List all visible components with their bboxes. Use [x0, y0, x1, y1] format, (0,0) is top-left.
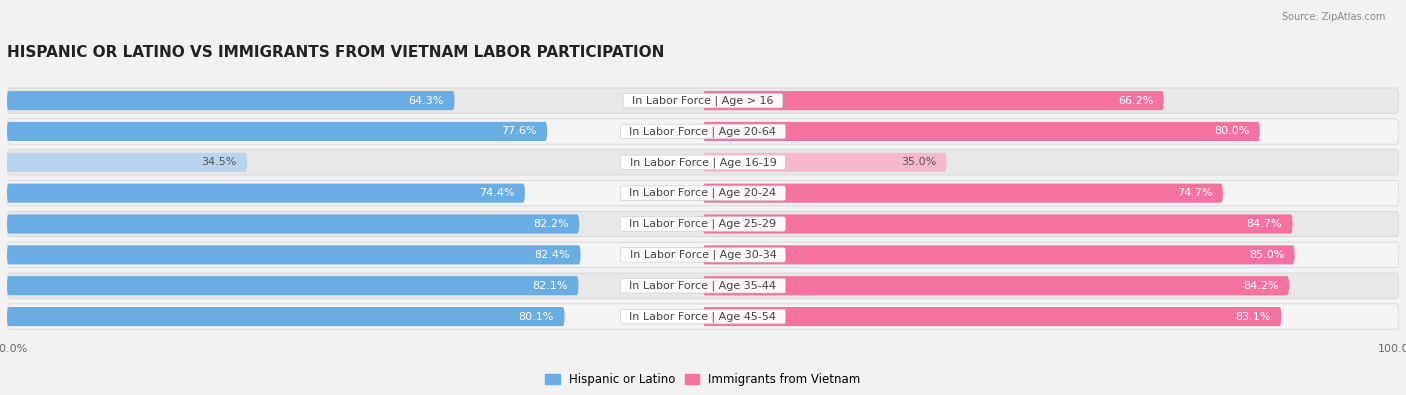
Text: 74.7%: 74.7%	[1177, 188, 1212, 198]
Text: 77.6%: 77.6%	[501, 126, 537, 136]
Text: In Labor Force | Age 30-34: In Labor Force | Age 30-34	[623, 250, 783, 260]
Text: 84.7%: 84.7%	[1247, 219, 1282, 229]
Text: HISPANIC OR LATINO VS IMMIGRANTS FROM VIETNAM LABOR PARTICIPATION: HISPANIC OR LATINO VS IMMIGRANTS FROM VI…	[7, 45, 665, 60]
FancyBboxPatch shape	[7, 181, 1399, 206]
Text: 64.3%: 64.3%	[409, 96, 444, 105]
Text: In Labor Force | Age 25-29: In Labor Force | Age 25-29	[623, 219, 783, 229]
Text: In Labor Force | Age 20-64: In Labor Force | Age 20-64	[623, 126, 783, 137]
FancyBboxPatch shape	[7, 119, 1399, 144]
FancyBboxPatch shape	[7, 91, 454, 110]
FancyBboxPatch shape	[7, 273, 1399, 298]
FancyBboxPatch shape	[703, 184, 1223, 203]
FancyBboxPatch shape	[703, 307, 1281, 326]
Legend: Hispanic or Latino, Immigrants from Vietnam: Hispanic or Latino, Immigrants from Viet…	[541, 369, 865, 391]
Text: 83.1%: 83.1%	[1236, 312, 1271, 322]
Text: 82.2%: 82.2%	[533, 219, 568, 229]
Text: 82.1%: 82.1%	[533, 281, 568, 291]
FancyBboxPatch shape	[7, 150, 1399, 175]
FancyBboxPatch shape	[703, 122, 1260, 141]
FancyBboxPatch shape	[7, 88, 1399, 113]
FancyBboxPatch shape	[7, 307, 564, 326]
FancyBboxPatch shape	[7, 153, 247, 172]
Text: 66.2%: 66.2%	[1118, 96, 1153, 105]
FancyBboxPatch shape	[7, 245, 581, 264]
Text: 80.1%: 80.1%	[519, 312, 554, 322]
FancyBboxPatch shape	[703, 214, 1292, 233]
Text: 74.4%: 74.4%	[479, 188, 515, 198]
FancyBboxPatch shape	[7, 122, 547, 141]
Text: 34.5%: 34.5%	[201, 157, 236, 167]
FancyBboxPatch shape	[703, 91, 1164, 110]
Text: 82.4%: 82.4%	[534, 250, 569, 260]
Text: Source: ZipAtlas.com: Source: ZipAtlas.com	[1281, 12, 1385, 22]
Text: 84.2%: 84.2%	[1243, 281, 1278, 291]
FancyBboxPatch shape	[7, 184, 524, 203]
Text: In Labor Force | Age > 16: In Labor Force | Age > 16	[626, 95, 780, 106]
FancyBboxPatch shape	[703, 276, 1289, 295]
FancyBboxPatch shape	[703, 245, 1295, 264]
FancyBboxPatch shape	[7, 242, 1399, 267]
Text: In Labor Force | Age 20-24: In Labor Force | Age 20-24	[623, 188, 783, 198]
Text: 85.0%: 85.0%	[1249, 250, 1284, 260]
FancyBboxPatch shape	[7, 304, 1399, 329]
Text: 35.0%: 35.0%	[901, 157, 936, 167]
Text: In Labor Force | Age 16-19: In Labor Force | Age 16-19	[623, 157, 783, 167]
Text: In Labor Force | Age 45-54: In Labor Force | Age 45-54	[623, 311, 783, 322]
FancyBboxPatch shape	[7, 276, 578, 295]
Text: In Labor Force | Age 35-44: In Labor Force | Age 35-44	[623, 280, 783, 291]
FancyBboxPatch shape	[7, 211, 1399, 237]
FancyBboxPatch shape	[703, 153, 946, 172]
Text: 80.0%: 80.0%	[1213, 126, 1250, 136]
FancyBboxPatch shape	[7, 214, 579, 233]
